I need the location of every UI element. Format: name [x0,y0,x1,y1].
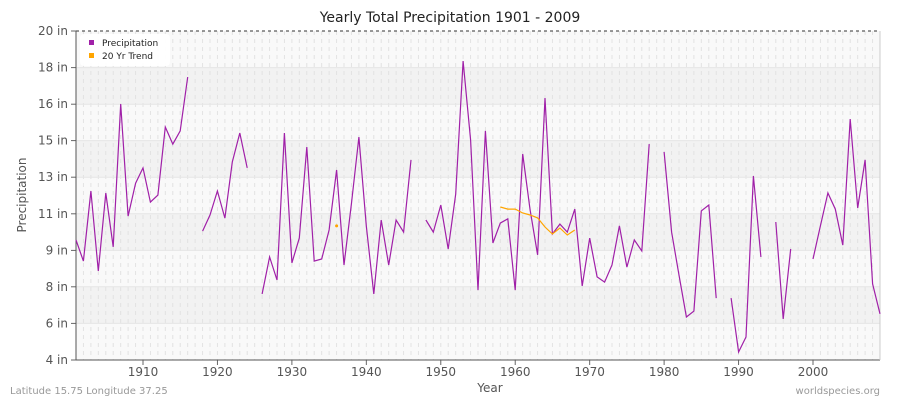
precipitation-line-segment [730,175,762,355]
x-tick-label: 2000 [798,365,829,379]
x-tick-label: 1940 [351,365,382,379]
x-tick-label: 1920 [202,365,233,379]
y-tick-label: 4 in [46,353,68,367]
legend-label-precipitation: Precipitation [102,39,158,49]
precipitation-line-segment [202,132,248,232]
legend-swatch-trend [89,53,94,58]
y-tick-label: 11 in [38,207,68,221]
legend-swatch-precipitation [89,40,94,45]
y-tick-label: 15 in [38,134,68,148]
legend-label-trend: 20 Yr Trend [102,52,153,62]
precipitation-line-segment [812,118,881,315]
precipitation-line-segment [75,77,189,272]
x-tick-label: 1910 [128,365,159,379]
precipitation-line-segment [663,151,717,319]
precipitation-line-segment [261,132,412,295]
x-tick-label: 1930 [277,365,308,379]
x-tick-label: 1960 [500,365,531,379]
x-tick-label: 1990 [723,365,754,379]
y-tick-label: 16 in [38,97,68,111]
y-tick-label: 18 in [38,61,68,75]
legend: Precipitation 20 Yr Trend [80,34,170,66]
y-tick-label: 13 in [38,170,68,184]
y-axis-label: Precipitation [15,157,29,232]
footer-source: worldspecies.org [796,386,880,397]
precipitation-line-segment [775,221,792,319]
trend-point [335,224,339,228]
y-tick-label: 20 in [38,24,68,38]
footer-coordinates: Latitude 15.75 Longitude 37.25 [10,386,168,397]
trend-line-segment [500,206,576,236]
x-tick-label: 1970 [574,365,605,379]
x-tick-label: 1980 [649,365,680,379]
x-axis-label: Year [476,381,502,395]
y-tick-label: 6 in [46,316,68,330]
y-tick-label: 8 in [46,280,68,294]
chart-title: Yearly Total Precipitation 1901 - 2009 [319,10,581,26]
y-tick-label: 9 in [46,243,68,257]
precipitation-line-segment [425,60,650,291]
x-tick-label: 1950 [426,365,457,379]
